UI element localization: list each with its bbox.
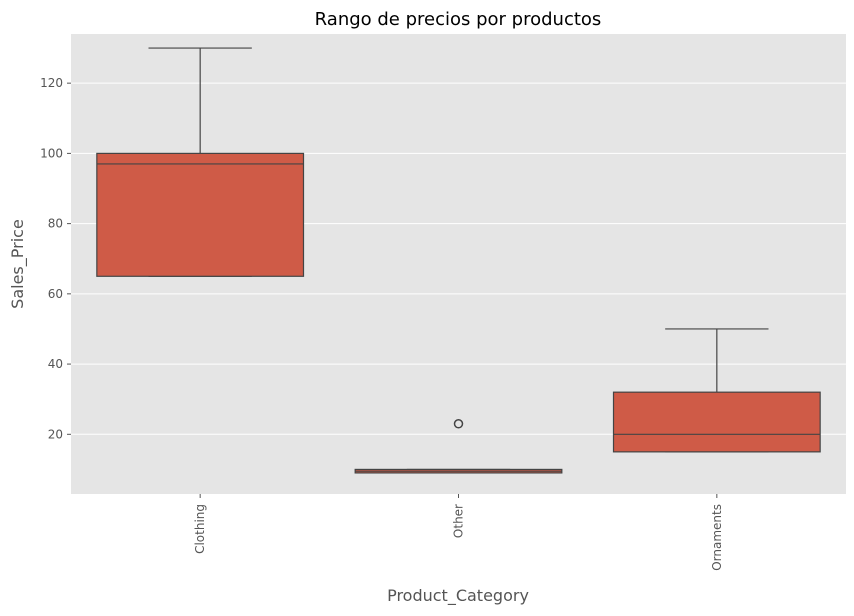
y-tick-label: 120: [40, 76, 63, 90]
boxes: [96, 47, 821, 474]
box-other: [354, 419, 563, 474]
y-ticks: 20 40 60 80 100 120: [40, 76, 71, 441]
box-iqr: [96, 152, 305, 277]
y-tick-label: 100: [40, 146, 63, 160]
y-tick-label: 40: [48, 357, 63, 371]
y-axis-label: Sales_Price: [8, 219, 28, 309]
x-tick-label: Other: [452, 504, 466, 538]
box-clothing: [96, 47, 305, 277]
x-tick-label: Ornaments: [710, 504, 724, 571]
x-tick-label: Clothing: [193, 504, 207, 554]
chart-title: Rango de precios por productos: [315, 9, 602, 30]
box-ornaments: [612, 328, 821, 453]
box-iqr: [612, 391, 821, 453]
x-axis-label: Product_Category: [387, 586, 529, 606]
x-ticks: Clothing Other Ornaments: [193, 494, 724, 571]
y-tick-label: 60: [48, 287, 63, 301]
outlier-point: [453, 419, 464, 429]
y-tick-label: 80: [48, 217, 63, 231]
y-tick-label: 20: [48, 427, 63, 441]
